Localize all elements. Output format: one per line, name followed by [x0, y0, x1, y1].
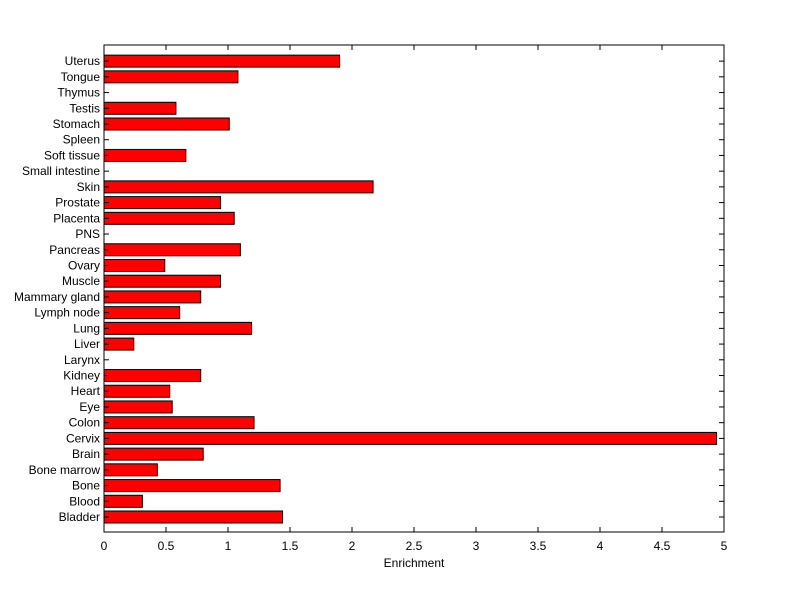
bar-ovary — [103, 258, 166, 272]
x-tick-label-4-5: 4.5 — [654, 539, 671, 553]
y-tick-label-bladder: Bladder — [59, 510, 100, 524]
y-tick-label-placenta: Placenta — [53, 211, 100, 225]
bar-bladder — [103, 510, 284, 524]
y-tick-label-tongue: Tongue — [61, 70, 101, 84]
y-tick-label-muscle: Muscle — [62, 274, 100, 288]
x-axis-label: Enrichment — [384, 556, 445, 570]
y-tick-label-thymus: Thymus — [57, 86, 100, 100]
y-tick-label-lymph-node: Lymph node — [34, 306, 100, 320]
y-tick-label-stomach: Stomach — [53, 117, 100, 131]
bar-tongue — [103, 70, 239, 84]
y-tick-label-brain: Brain — [72, 447, 100, 461]
y-tick-label-spleen: Spleen — [63, 133, 100, 147]
bar-pancreas — [103, 243, 241, 257]
bar-prostate — [103, 196, 222, 210]
y-tick-label-bone: Bone — [72, 479, 100, 493]
y-tick-label-liver: Liver — [74, 337, 100, 351]
y-tick-label-heart: Heart — [71, 384, 101, 398]
y-tick-label-cervix: Cervix — [66, 431, 100, 445]
bar-heart — [103, 384, 171, 398]
y-tick-label-lung: Lung — [73, 321, 100, 335]
y-tick-label-uterus: Uterus — [65, 54, 100, 68]
y-tick-label-pancreas: Pancreas — [49, 243, 100, 257]
bar-stomach — [103, 117, 230, 131]
y-tick-label-skin: Skin — [77, 180, 100, 194]
x-tick-label-0: 0 — [101, 539, 108, 553]
bar-soft-tissue — [103, 148, 187, 162]
y-tick-label-pns: PNS — [75, 227, 100, 241]
x-tick-label-5: 5 — [721, 539, 728, 553]
plot-frame — [103, 44, 725, 533]
bar-eye — [103, 400, 173, 414]
y-tick-label-blood: Blood — [69, 494, 100, 508]
y-tick-label-larynx: Larynx — [64, 353, 100, 367]
y-tick-label-kidney: Kidney — [63, 369, 100, 383]
x-tick-label-0-5: 0.5 — [158, 539, 175, 553]
y-tick-label-testis: Testis — [69, 101, 100, 115]
bar-skin — [103, 180, 374, 194]
bars-group — [103, 54, 718, 524]
y-tick-label-eye: Eye — [79, 400, 100, 414]
bar-kidney — [103, 369, 202, 383]
y-tick-label-small-intestine: Small intestine — [22, 164, 100, 178]
x-tick-label-2-5: 2.5 — [406, 539, 423, 553]
bar-mammary-gland — [103, 290, 202, 304]
x-tick-label-1: 1 — [225, 539, 232, 553]
x-tick-label-1-5: 1.5 — [282, 539, 299, 553]
bar-colon — [103, 416, 255, 430]
y-tick-label-bone-marrow: Bone marrow — [29, 463, 101, 477]
y-tick-label-mammary-gland: Mammary gland — [14, 290, 100, 304]
y-tick-label-prostate: Prostate — [55, 196, 100, 210]
bar-placenta — [103, 211, 235, 225]
bar-bone — [103, 479, 281, 493]
x-tick-label-2: 2 — [349, 539, 356, 553]
x-tick-labels: 0 0.5 1 1.5 2 2.5 3 3.5 4 4.5 5 — [101, 539, 728, 553]
bar-lymph-node — [103, 306, 181, 320]
bar-bone-marrow — [103, 463, 158, 477]
bar-muscle — [103, 274, 222, 288]
bar-brain — [103, 447, 204, 461]
bar-lung — [103, 321, 253, 335]
x-tick-label-3: 3 — [473, 539, 480, 553]
x-tick-label-4: 4 — [597, 539, 604, 553]
y-tick-label-colon: Colon — [69, 416, 100, 430]
y-tick-label-ovary: Ovary — [68, 258, 100, 272]
x-tick-label-3-5: 3.5 — [530, 539, 547, 553]
bar-cervix — [103, 431, 718, 445]
bar-blood — [103, 494, 143, 508]
bar-uterus — [103, 54, 341, 68]
y-tick-label-soft-tissue: Soft tissue — [44, 148, 100, 162]
bar-testis — [103, 101, 177, 115]
